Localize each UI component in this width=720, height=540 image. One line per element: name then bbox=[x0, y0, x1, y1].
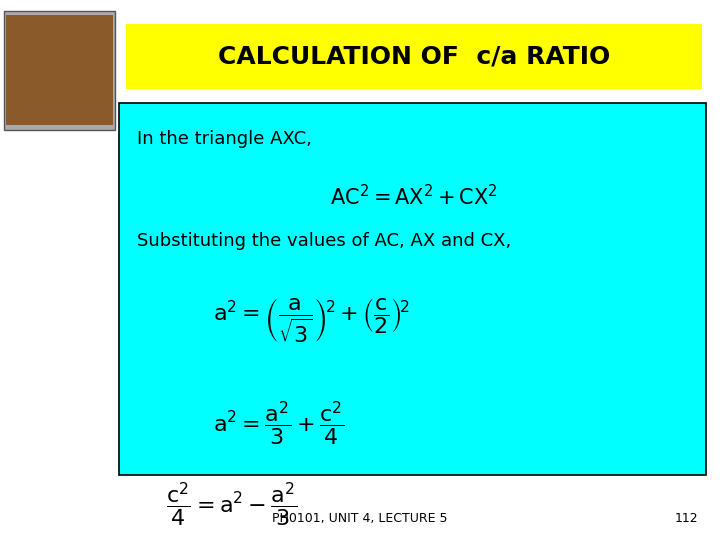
Text: $\mathrm{a}^2 = \left(\dfrac{\mathrm{a}}{\sqrt{3}}\right)^{\!2} + \left(\dfrac{\: $\mathrm{a}^2 = \left(\dfrac{\mathrm{a}}… bbox=[212, 297, 410, 345]
Text: Substituting the values of AC, AX and CX,: Substituting the values of AC, AX and CX… bbox=[137, 232, 511, 250]
Text: $\dfrac{\mathrm{c}^2}{4} = \mathrm{a}^2 - \dfrac{\mathrm{a}^2}{3}$: $\dfrac{\mathrm{c}^2}{4} = \mathrm{a}^2 … bbox=[166, 481, 297, 529]
Text: $\mathrm{a}^2 = \dfrac{\mathrm{a}^2}{3} + \dfrac{\mathrm{c}^2}{4}$: $\mathrm{a}^2 = \dfrac{\mathrm{a}^2}{3} … bbox=[212, 400, 343, 448]
FancyBboxPatch shape bbox=[6, 15, 113, 125]
Text: CALCULATION OF  c/a RATIO: CALCULATION OF c/a RATIO bbox=[218, 45, 610, 69]
Text: $\mathrm{AC}^2 = \mathrm{AX}^2 + \mathrm{CX}^2$: $\mathrm{AC}^2 = \mathrm{AX}^2 + \mathrm… bbox=[330, 184, 498, 209]
Text: 112: 112 bbox=[675, 512, 698, 525]
FancyBboxPatch shape bbox=[126, 24, 702, 89]
FancyBboxPatch shape bbox=[4, 11, 115, 130]
FancyBboxPatch shape bbox=[119, 103, 706, 475]
Text: PH0101, UNIT 4, LECTURE 5: PH0101, UNIT 4, LECTURE 5 bbox=[272, 512, 448, 525]
Text: In the triangle AXC,: In the triangle AXC, bbox=[137, 130, 312, 147]
